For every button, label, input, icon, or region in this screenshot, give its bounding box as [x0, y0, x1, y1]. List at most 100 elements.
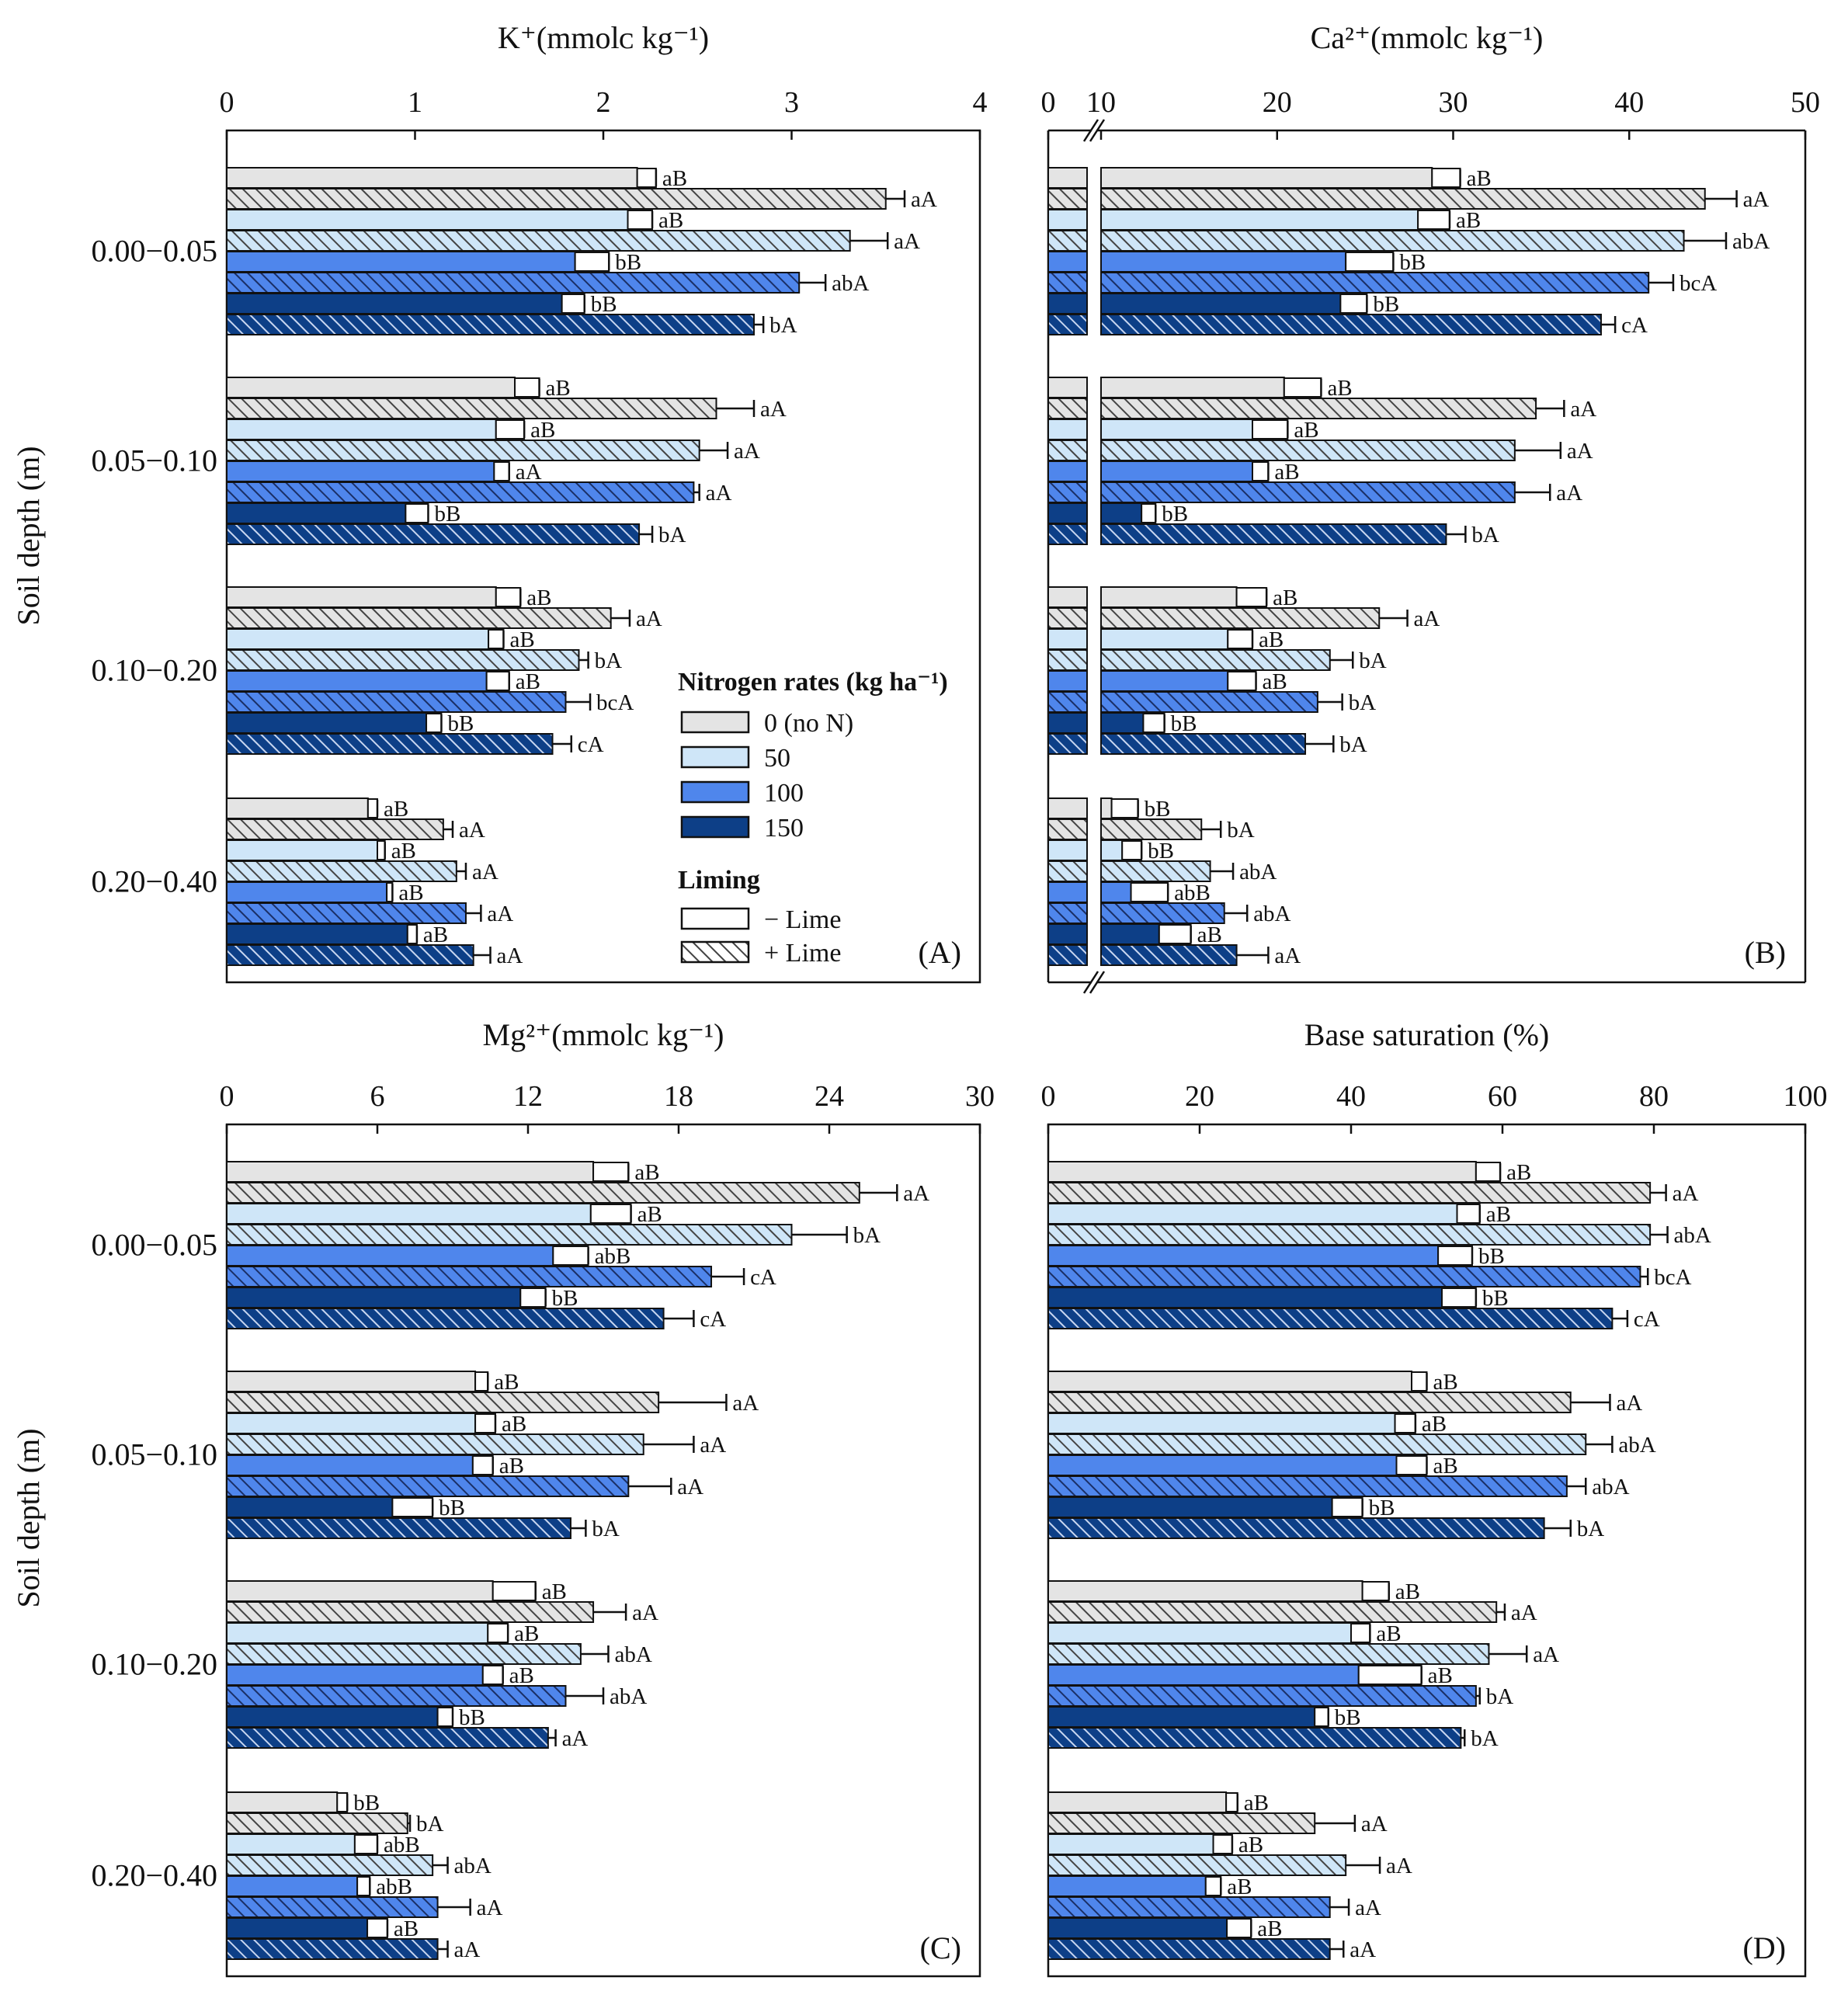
significance-label: abA	[1592, 1475, 1629, 1499]
significance-label: aB	[516, 669, 540, 694]
panel-title: Base saturation (%)	[1304, 1017, 1549, 1052]
panel-tag: (B)	[1745, 935, 1786, 970]
significance-label: aB	[637, 1202, 662, 1227]
bar	[226, 314, 755, 335]
x-tick-label: 1	[408, 86, 422, 119]
x-tick-label: 30	[1439, 86, 1468, 119]
bar	[1047, 1224, 1652, 1246]
error-box	[1283, 377, 1322, 398]
bar	[226, 188, 887, 210]
axis-break-mark	[1082, 971, 1099, 994]
bar	[1047, 1896, 1331, 1918]
bar	[226, 230, 851, 252]
bar	[226, 902, 467, 924]
significance-label: abB	[595, 1244, 631, 1269]
significance-label: aB	[634, 1160, 659, 1185]
significance-label: aA	[1616, 1391, 1642, 1416]
significance-label: aB	[1294, 418, 1318, 443]
x-tick-label: 30	[965, 1080, 995, 1113]
bar	[1047, 733, 1088, 755]
significance-label: abA	[1253, 902, 1290, 926]
bar	[226, 818, 444, 840]
bar	[226, 1224, 793, 1246]
significance-label: aB	[1238, 1833, 1263, 1857]
bar	[1100, 502, 1143, 524]
bar	[1100, 628, 1229, 650]
error-box	[1394, 1413, 1416, 1433]
bar	[1100, 607, 1381, 629]
bar	[1047, 1266, 1641, 1287]
significance-label: bB	[1162, 502, 1188, 526]
error-box	[1431, 168, 1461, 188]
x-tick-label: 80	[1639, 1080, 1669, 1113]
significance-label: aB	[502, 1412, 526, 1437]
bar	[226, 1643, 582, 1665]
error-box	[1411, 1371, 1428, 1392]
x-tick-label: 10	[1086, 86, 1116, 119]
error-box	[1226, 1918, 1252, 1938]
significance-label: abA	[1239, 860, 1277, 884]
depth-label: 0.05−0.10	[91, 1437, 217, 1472]
bar	[1047, 1833, 1214, 1855]
depth-label: 0.05−0.10	[91, 443, 217, 478]
significance-label: aB	[509, 627, 534, 652]
bar	[1100, 797, 1113, 819]
error-box	[627, 210, 654, 230]
bar	[1100, 860, 1211, 882]
bar	[1047, 586, 1088, 608]
error-box	[488, 629, 505, 649]
error-box	[336, 1792, 349, 1812]
x-tick-label: 3	[784, 86, 799, 119]
significance-label: aA	[911, 187, 937, 212]
significance-label: bB	[1335, 1705, 1361, 1730]
bar	[226, 1622, 489, 1644]
error-box	[514, 377, 540, 398]
legend-swatch-lime	[680, 940, 750, 964]
error-box	[426, 713, 443, 733]
bar	[226, 1392, 660, 1413]
bar	[226, 1308, 665, 1329]
bar	[1100, 230, 1685, 252]
depth-label: 0.10−0.20	[91, 653, 217, 688]
bar	[1047, 1203, 1458, 1225]
error-box	[495, 419, 526, 440]
error-box	[366, 1918, 388, 1938]
bar	[1100, 670, 1229, 692]
bar	[1100, 481, 1516, 503]
bar	[226, 1664, 484, 1686]
error-box	[1345, 252, 1395, 272]
significance-label: aA	[459, 818, 485, 843]
error-box	[1314, 1707, 1329, 1727]
bar	[226, 440, 700, 461]
error-box	[1350, 1623, 1371, 1643]
legend-item-lime: + Lime	[764, 939, 841, 968]
bar	[1047, 670, 1088, 692]
significance-label: abA	[454, 1854, 492, 1878]
significance-label: bB	[552, 1286, 578, 1311]
bar	[226, 502, 407, 524]
significance-label: cA	[700, 1307, 726, 1332]
error-box	[1361, 1581, 1390, 1601]
x-tick-label: 0	[1041, 1080, 1056, 1113]
bar	[1047, 1517, 1545, 1539]
significance-label: aA	[1414, 606, 1440, 631]
significance-label: aA	[1350, 1937, 1376, 1962]
bar	[1047, 293, 1088, 314]
bar	[1047, 440, 1088, 461]
significance-label: bA	[592, 1517, 620, 1541]
bar	[226, 628, 490, 650]
significance-label: aA	[1355, 1895, 1381, 1920]
significance-label: aB	[1244, 1791, 1269, 1816]
bar	[1047, 251, 1088, 273]
panel-2: Mg²⁺(mmolᴄ kg⁻¹)0 6 12 18 24 300.00−0.05aBaAa…	[91, 1017, 995, 1978]
significance-label: bA	[658, 523, 686, 547]
error-box	[1417, 210, 1450, 230]
x-tick-label: 40	[1614, 86, 1644, 119]
bar	[1100, 398, 1537, 419]
bar	[1100, 167, 1433, 189]
error-box	[1441, 1287, 1477, 1308]
bar	[1100, 209, 1419, 231]
error-box	[1225, 1792, 1238, 1812]
bar	[1047, 502, 1088, 524]
significance-label: bA	[1577, 1517, 1605, 1541]
